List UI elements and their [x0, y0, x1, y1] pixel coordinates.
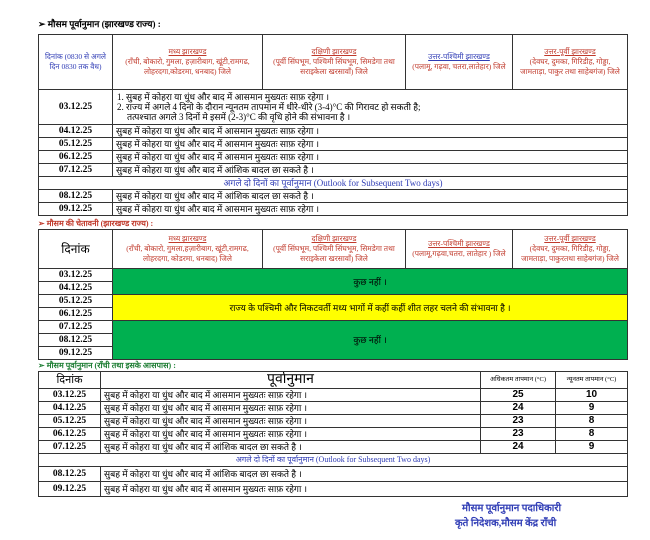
forecast-cell: सुबह में कोहरा या धुंध और बाद में आंशिक …: [112, 163, 628, 177]
forecast-cell: सुबह में कोहरा या धुंध और बाद में आसमान …: [112, 202, 628, 216]
forecast-cell: सुबह में कोहरा या धुंध और बाद में आसमान …: [112, 124, 628, 138]
date-cell: 08.12.25: [38, 466, 101, 482]
forecast-cell: सुबह में कोहरा या धुंध और बाद में आसमान …: [100, 481, 628, 497]
ranchi-table: दिनांक पूर्वानुमान अधिकतम तापमान (°C) न्…: [38, 371, 628, 497]
forecast-cell: सुबह में कोहरा या धुंध और बाद में आसमान …: [100, 401, 481, 415]
max-temp: 24: [480, 401, 556, 415]
date-cell: 07.12.25: [38, 440, 101, 454]
signature-office: कृते निदेशक,मौसम केंद्र राँची: [455, 518, 557, 529]
date-cell: 08.12.25: [38, 189, 113, 203]
date-header: दिनांक: [38, 371, 101, 389]
date-cell: 09.12.25: [38, 202, 113, 216]
min-temp: 8: [555, 427, 628, 441]
date-cell: 04.12.25: [38, 124, 113, 138]
table-row: 08.12.25 सुबह में कोहरा या धुंध और बाद मे…: [38, 189, 628, 203]
table-row: 09.12.25 सुबह में कोहरा या धुंध और बाद मे…: [38, 481, 628, 497]
date-cell: 04.12.25: [38, 281, 113, 295]
max-temp: 23: [480, 414, 556, 428]
outlook-heading: अगले दो दिनों का पूर्वानुमान (Outlook fo…: [38, 453, 628, 467]
ranchi-heading: ➢ मौसम पूर्वानुमान (राँची तथा इसके आसपास…: [38, 361, 176, 370]
region-header: उत्तर-पश्चिमी झारखण्ड (पलामू,गढ़वा,चतरा, …: [405, 229, 513, 269]
forecast-line: तत्पश्चात अगले 3 दिनों मे इसमें (2-3)°C …: [127, 112, 351, 122]
max-temp: 24: [480, 440, 556, 454]
region-header: उत्तर-पूर्वी झारखण्ड (देवघर, दुमका, गिरिड…: [512, 34, 628, 90]
date-cell: 03.12.25: [38, 388, 101, 402]
warning-none: कुछ नहीं ।: [112, 268, 628, 295]
region-header: मध्य झारखण्ड (राँची, बोकारो, गुमला, हज़ार…: [112, 34, 263, 90]
date-cell: 09.12.25: [38, 481, 101, 497]
table-header: दिनांक (0830 से अगले दिन 0830 तक वैध) मध…: [38, 34, 628, 90]
region-header: उत्तर-पूर्वी झारखण्ड (देवघर, दुमका, गिरिड…: [512, 229, 628, 269]
table-row: 03.12.25 सुबह में कोहरा या धुंध और बाद मे…: [38, 388, 628, 402]
region-header: उत्तर-पश्चिमी झारखण्ड (पलामू, गढ़वा, चतरा…: [405, 34, 513, 90]
table-row: 09.12.25 सुबह में कोहरा या धुंध और बाद मे…: [38, 202, 628, 216]
forecast-line: 2. राज्य में अगले 4 दिनो के दौरान न्यूनत…: [117, 102, 421, 112]
date-cell: 05.12.25: [38, 137, 113, 151]
region-header: मध्य झारखण्ड (राँची, बोकारो, गुमला,हज़ारी…: [112, 229, 263, 269]
date-cell: 08.12.25: [38, 333, 113, 347]
min-temp-header: न्यूनतम तापमान (°C): [555, 371, 628, 389]
date-cell: 04.12.25: [38, 401, 101, 415]
table-row: 05.12.25 सुबह में कोहरा या धुंध और बाद मे…: [38, 414, 628, 428]
table-row: 07.12.25 सुबह में कोहरा या धुंध और बाद मे…: [38, 163, 628, 177]
warning-none: कुछ नहीं ।: [112, 320, 628, 360]
date-cell: 03.12.25: [38, 89, 113, 125]
table-row: 06.12.25 सुबह में कोहरा या धुंध और बाद मे…: [38, 150, 628, 164]
min-temp: 9: [555, 401, 628, 415]
forecast-header: पूर्वानुमान: [100, 371, 481, 389]
table-row: 06.12.25 सुबह में कोहरा या धुंध और बाद मे…: [38, 427, 628, 441]
table-row: 05.12.25 सुबह में कोहरा या धुंध और बाद मे…: [38, 137, 628, 151]
forecast-cell: सुबह में कोहरा या धुंध और बाद में आसमान …: [112, 150, 628, 164]
max-temp: 23: [480, 427, 556, 441]
date-header: दिनांक (0830 से अगले दिन 0830 तक वैध): [38, 34, 113, 90]
cold-wave-warning: राज्य के पश्चिमी और निकटवर्ती मध्य भागों…: [112, 294, 628, 321]
date-cell: 09.12.25: [38, 346, 113, 360]
date-cell: 05.12.25: [38, 294, 113, 308]
forecast-cell: सुबह में कोहरा या धुंध और बाद में आंशिक …: [112, 189, 628, 203]
table-row: 04.12.25 सुबह में कोहरा या धुंध और बाद मे…: [38, 401, 628, 415]
warning-heading: ➢ मौसम की चेतावनी (झारखण्ड राज्य) :: [38, 219, 154, 228]
warning-table: दिनांक मध्य झारखण्ड (राँची, बोकारो, गुमला…: [38, 229, 628, 360]
forecast-cell: सुबह में कोहरा या धुंध और बाद में आसमान …: [100, 388, 481, 402]
region-header: दक्षिणी झारखण्ड (पूर्वी सिंघभूम, पश्चिमी …: [262, 34, 406, 90]
date-header: दिनांक: [38, 229, 113, 269]
date-cell: 05.12.25: [38, 414, 101, 428]
date-cell: 06.12.25: [38, 307, 113, 321]
date-cell: 07.12.25: [38, 320, 113, 334]
signature-title: मौसम पूर्वानुमान पदाधिकारी: [462, 503, 562, 514]
forecast-cell: सुबह में कोहरा या धुंध और बाद में आसमान …: [100, 427, 481, 441]
forecast-line: 1. सुबह में कोहरा या धुंध और बाद में आसम…: [117, 92, 329, 102]
min-temp: 8: [555, 414, 628, 428]
forecast-cell: सुबह में कोहरा या धुंध और बाद में आंशिक …: [100, 466, 628, 482]
state-forecast-table: दिनांक (0830 से अगले दिन 0830 तक वैध) मध…: [38, 34, 628, 216]
table-row: 07.12.25 सुबह में कोहरा या धुंध और बाद मे…: [38, 440, 628, 454]
max-temp-header: अधिकतम तापमान (°C): [480, 371, 556, 389]
date-cell: 03.12.25: [38, 268, 113, 282]
min-temp: 10: [555, 388, 628, 402]
max-temp: 25: [480, 388, 556, 402]
forecast-cell: सुबह में कोहरा या धुंध और बाद में आसमान …: [100, 414, 481, 428]
outlook-heading: अगले दो दिनों का पूर्वानुमान (Outlook fo…: [38, 176, 628, 190]
date-cell: 06.12.25: [38, 150, 113, 164]
date-cell: 06.12.25: [38, 427, 101, 441]
forecast-cell: सुबह में कोहरा या धुंध और बाद में आसमान …: [112, 137, 628, 151]
region-header: दक्षिणी झारखण्ड (पूर्वी सिंघभूम, पश्चिमी …: [262, 229, 406, 269]
date-cell: 07.12.25: [38, 163, 113, 177]
forecast-cell: सुबह में कोहरा या धुंध और बाद में आंशिक …: [100, 440, 481, 454]
table-row: 08.12.25 सुबह में कोहरा या धुंध और बाद मे…: [38, 466, 628, 482]
state-forecast-heading: ➢ मौसम पूर्वानुमान (झारखण्ड राज्य) :: [38, 19, 161, 29]
table-row: 03.12.25 1. सुबह में कोहरा या धुंध और बा…: [38, 89, 628, 125]
table-row: 04.12.25 सुबह में कोहरा या धुंध और बाद मे…: [38, 124, 628, 138]
min-temp: 9: [555, 440, 628, 454]
